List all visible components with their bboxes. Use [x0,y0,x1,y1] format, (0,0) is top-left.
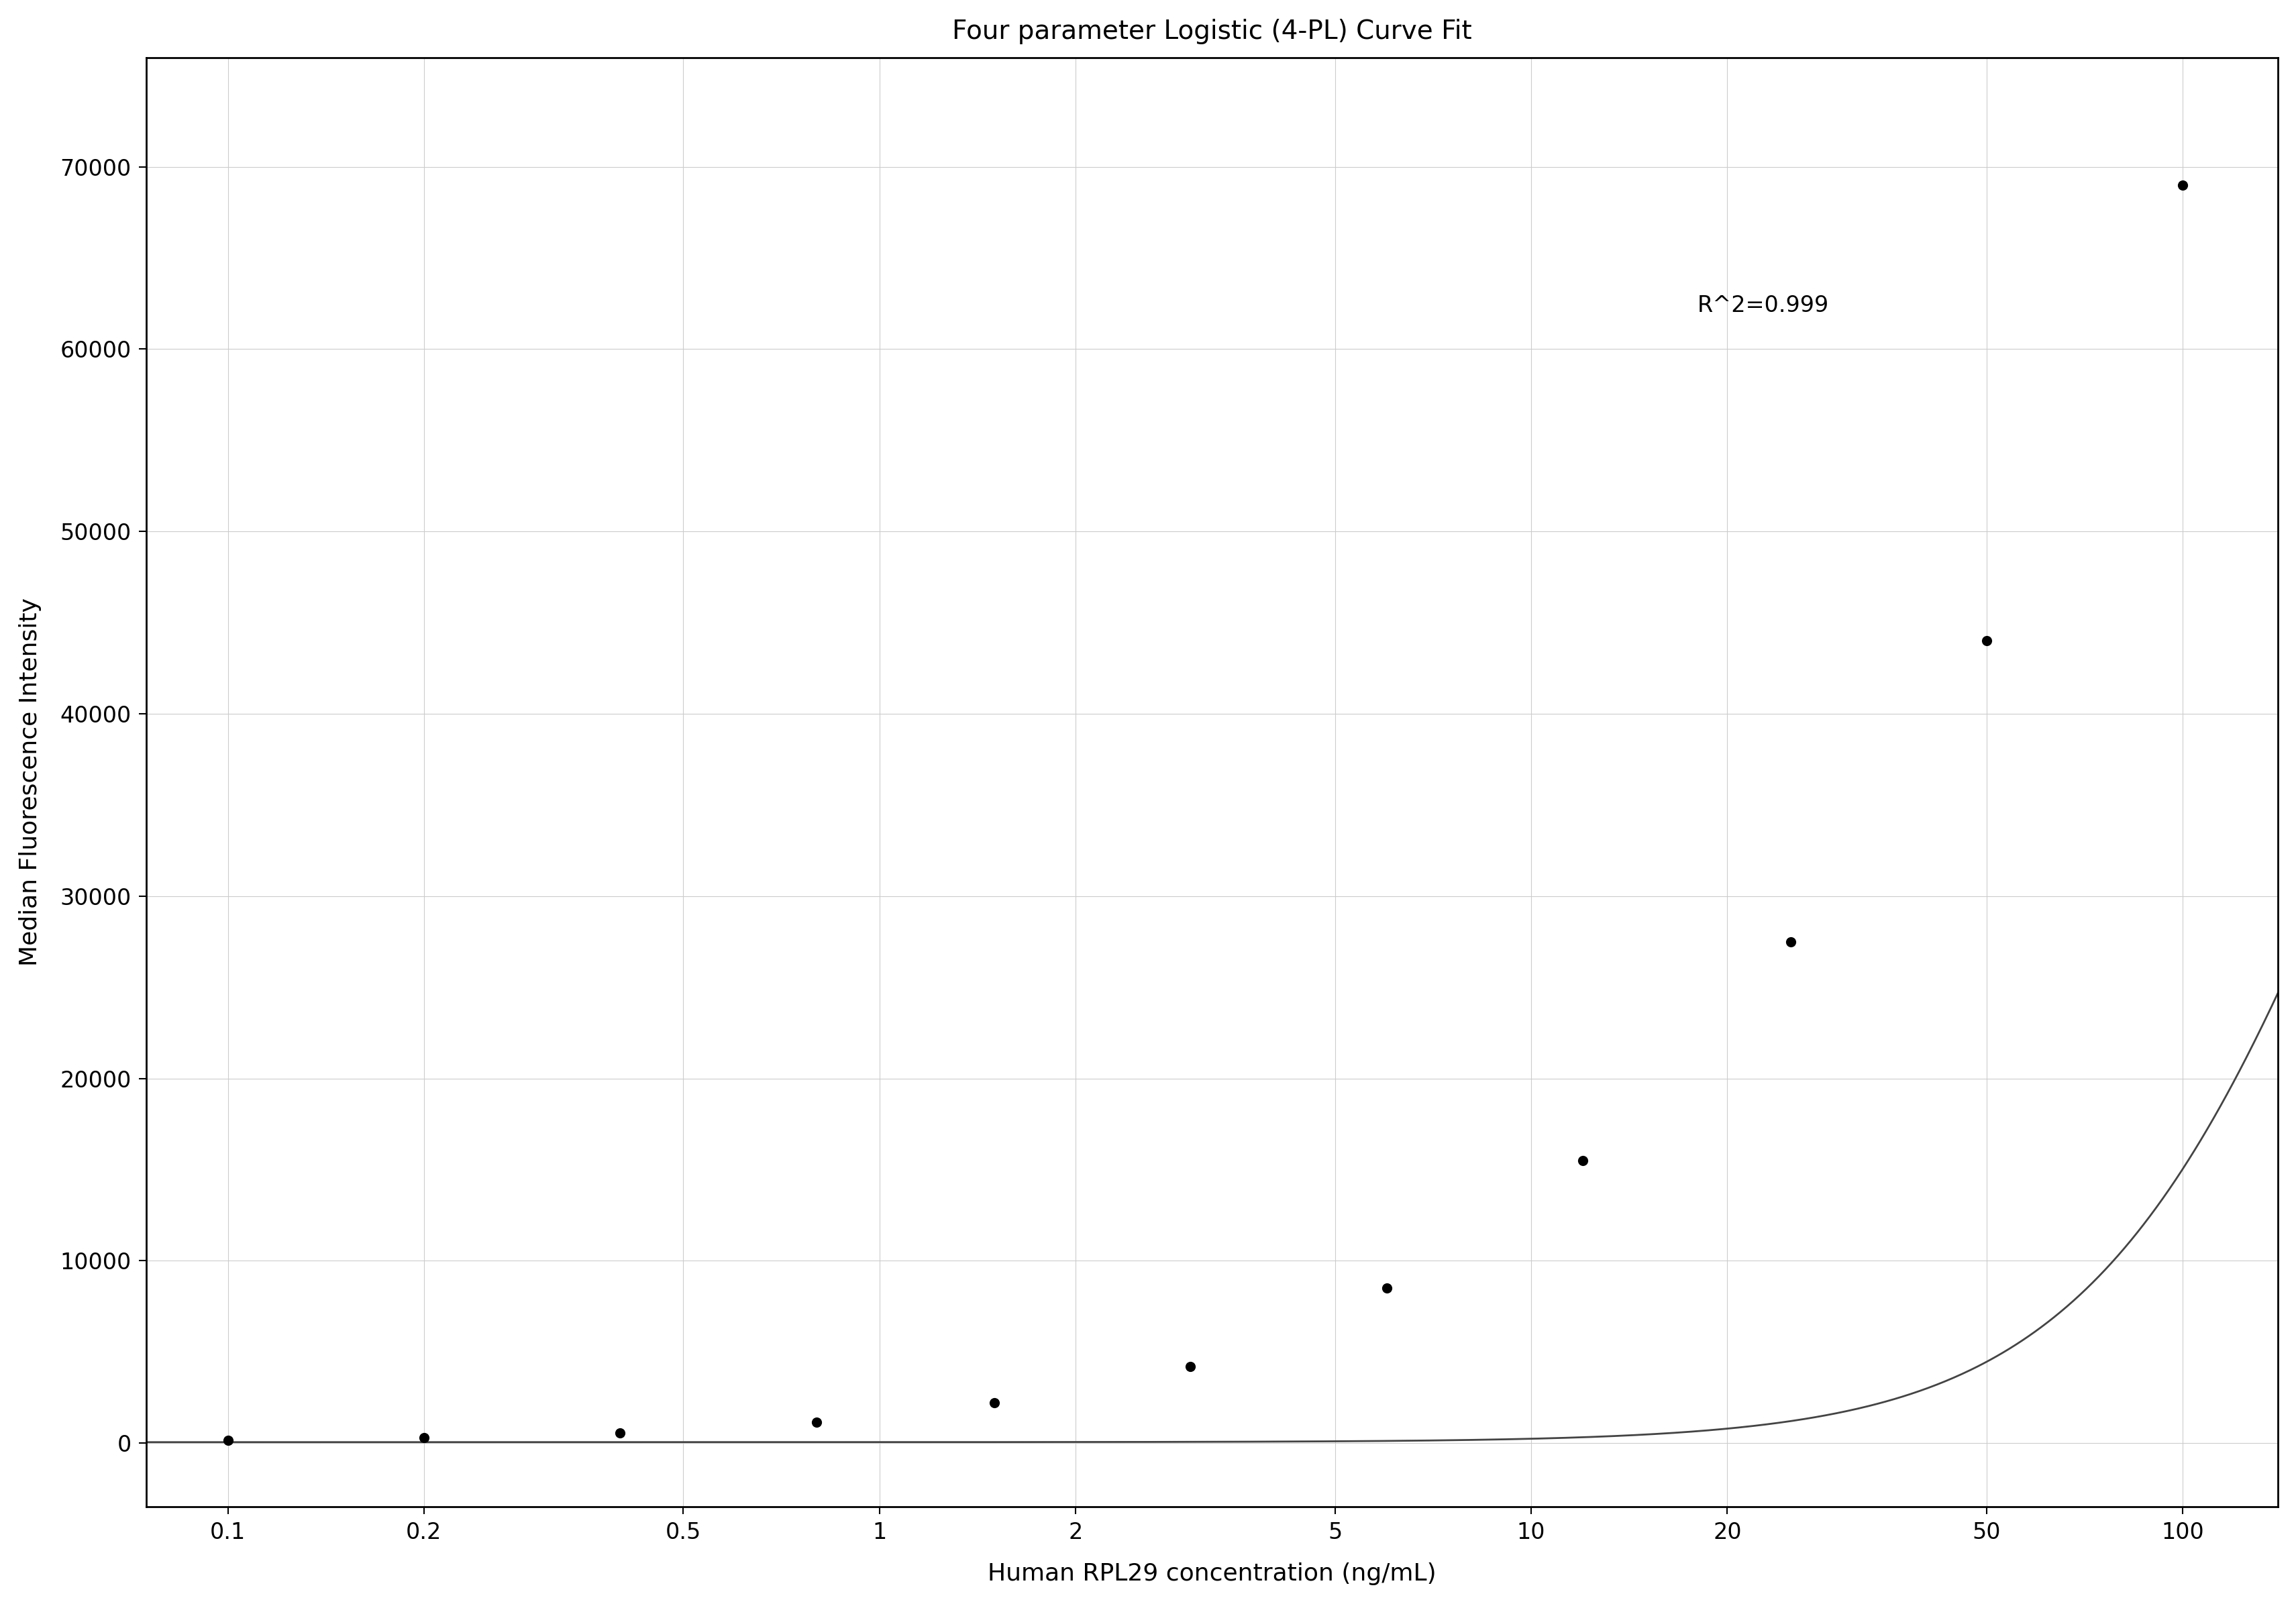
Point [209,1428,246,1453]
Point [602,1420,638,1445]
Point [976,1391,1013,1416]
Point [2163,172,2200,197]
X-axis label: Human RPL29 concentration (ng/mL): Human RPL29 concentration (ng/mL) [987,1562,1435,1585]
Point [797,1410,833,1436]
Point [1171,1354,1208,1379]
Y-axis label: Median Fluorescence Intensity: Median Fluorescence Intensity [18,598,41,966]
Point [1968,629,2004,654]
Point [406,1424,443,1450]
Point [1773,929,1809,954]
Title: Four parameter Logistic (4-PL) Curve Fit: Four parameter Logistic (4-PL) Curve Fit [953,19,1472,45]
Point [1564,1147,1600,1173]
Point [1368,1275,1405,1301]
Text: R^2=0.999: R^2=0.999 [1697,295,1828,316]
